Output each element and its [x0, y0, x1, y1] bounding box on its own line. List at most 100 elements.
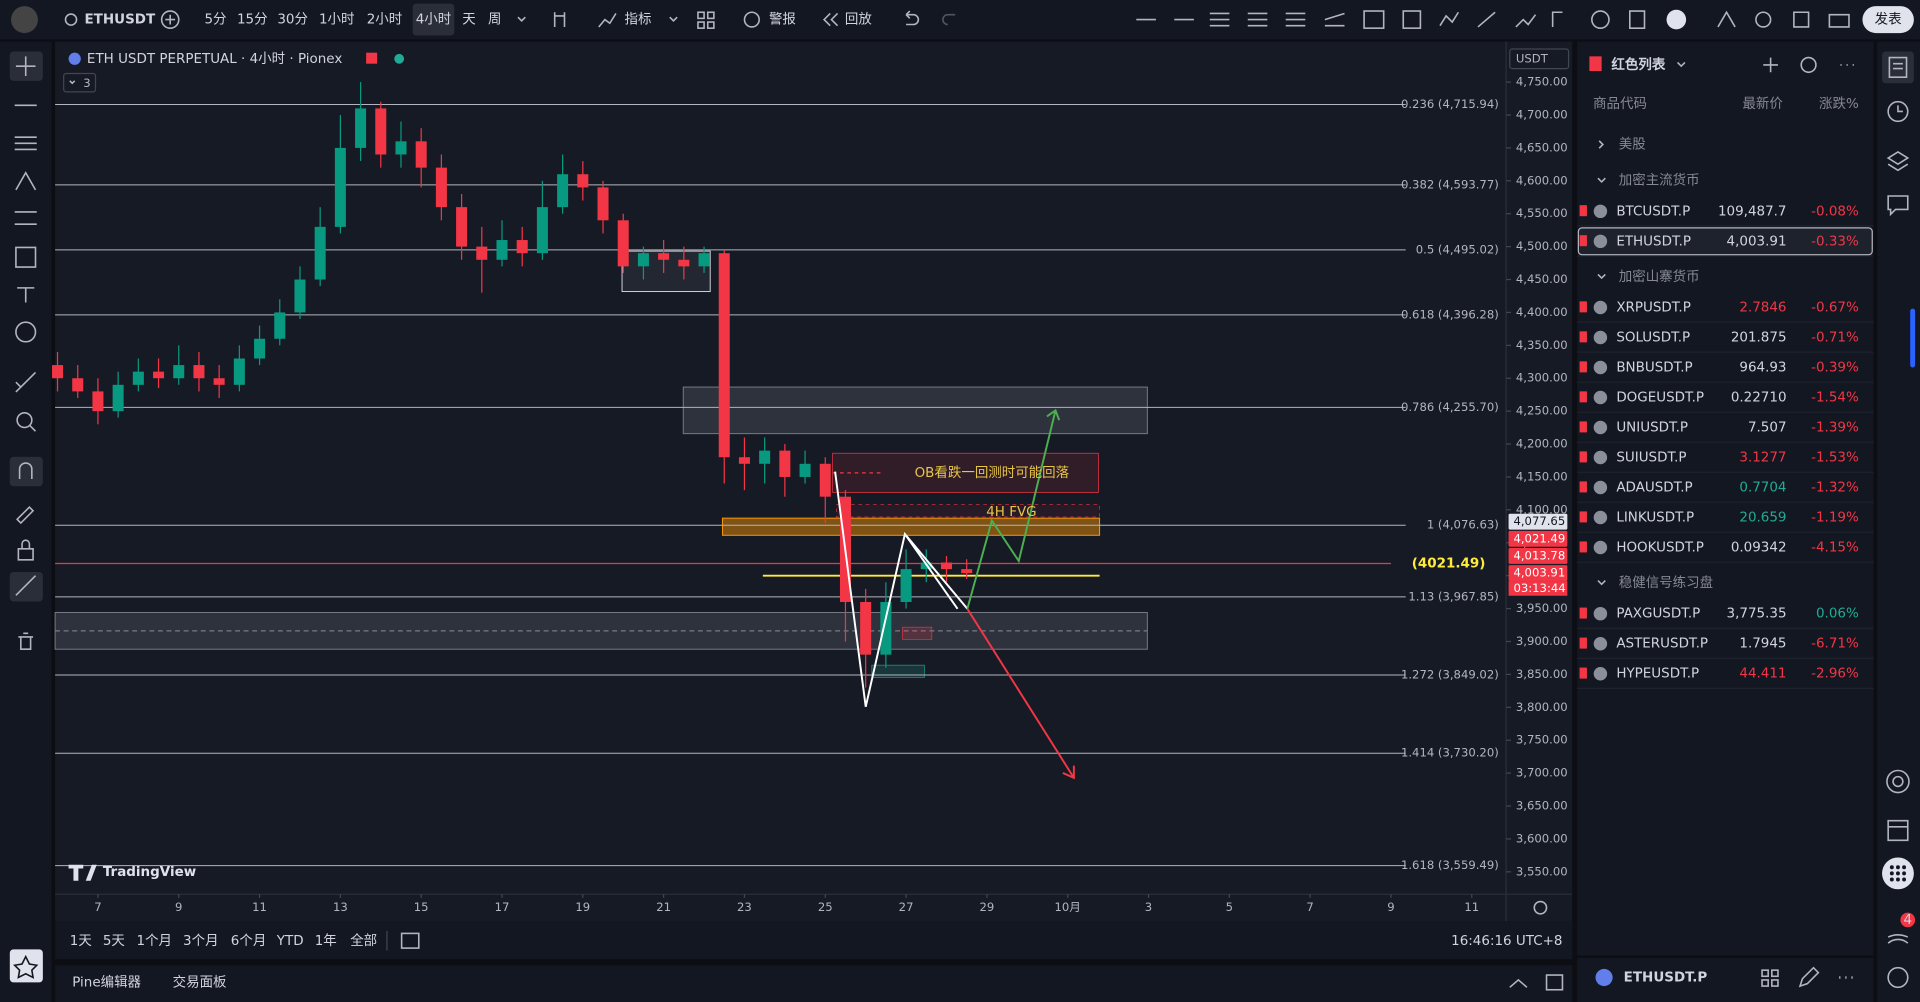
- symbol[interactable]: DOGEUSDT.P: [1616, 389, 1704, 405]
- price: 44.411: [1739, 666, 1786, 682]
- undo[interactable]: [905, 10, 920, 26]
- range-button[interactable]: 1个月: [137, 933, 173, 949]
- price: 20.659: [1739, 510, 1786, 526]
- symbol[interactable]: PAXGUSDT.P: [1616, 606, 1700, 622]
- profile-badge[interactable]: [1666, 9, 1687, 30]
- settings-icon[interactable]: [1533, 900, 1548, 915]
- avatar[interactable]: [11, 6, 38, 34]
- flag[interactable]: [366, 52, 378, 64]
- symbol[interactable]: LINKUSDT.P: [1616, 510, 1694, 526]
- trading-panel[interactable]: 交易面板: [173, 973, 227, 990]
- resistance-zone: [682, 386, 1148, 435]
- range-button[interactable]: 1天: [70, 933, 92, 949]
- countdown: 03:13:44: [1513, 581, 1565, 595]
- group-toggle[interactable]: [1597, 177, 1606, 184]
- alert[interactable]: 警报: [769, 12, 796, 28]
- group-name[interactable]: 加密主流货币: [1619, 172, 1700, 189]
- column-header: 最新价: [1742, 96, 1783, 112]
- indicators-dropdown[interactable]: [669, 16, 678, 22]
- bottom-panel: [55, 965, 1573, 1002]
- fib-label: 0.618 (4,396.28): [1401, 307, 1499, 321]
- replay-icon: [822, 12, 839, 27]
- range-button[interactable]: 3个月: [183, 933, 219, 949]
- change: -6.71%: [1811, 636, 1859, 652]
- currency-select[interactable]: [1509, 48, 1570, 70]
- interval[interactable]: 1小时: [319, 12, 355, 28]
- date-range-icon[interactable]: [400, 932, 420, 949]
- y-tick-label: 4,200.00: [1516, 437, 1568, 451]
- row-flag: [1579, 637, 1587, 649]
- symbol[interactable]: SUIUSDT.P: [1616, 450, 1686, 466]
- y-tick-label: 3,800.00: [1516, 700, 1568, 714]
- publish[interactable]: 发表: [1875, 12, 1902, 28]
- range-button[interactable]: 6个月: [231, 933, 267, 949]
- row-flag: [1579, 607, 1587, 619]
- notification-badge: [1900, 912, 1916, 928]
- symbol[interactable]: BTCUSDT.P: [1616, 203, 1690, 219]
- symbol[interactable]: ETHUSDT: [84, 12, 155, 28]
- compare-button[interactable]: [160, 10, 180, 29]
- symbol[interactable]: ETHUSDT.P: [1616, 233, 1691, 249]
- price: 109,487.7: [1718, 203, 1787, 219]
- chart-type[interactable]: [553, 12, 566, 27]
- redo[interactable]: [942, 13, 956, 26]
- symbol[interactable]: ADAUSDT.P: [1616, 480, 1692, 496]
- add-symbol[interactable]: [1763, 57, 1778, 73]
- symbol[interactable]: HOOKUSDT.P: [1616, 540, 1704, 556]
- interval-dropdown[interactable]: [517, 16, 526, 22]
- group-name[interactable]: 稳健信号练习盘: [1619, 574, 1713, 591]
- currency[interactable]: USDT: [1516, 51, 1549, 65]
- price-tag-label: 4,077.65: [1513, 514, 1565, 528]
- range-button[interactable]: 全部: [350, 932, 377, 949]
- y-tick-label: 4,350.00: [1516, 338, 1568, 352]
- interval[interactable]: 4小时: [416, 12, 452, 28]
- symbol[interactable]: ASTERUSDT.P: [1616, 636, 1708, 652]
- indicator-toggle[interactable]: [63, 72, 97, 93]
- group-toggle[interactable]: [1597, 273, 1606, 280]
- interval[interactable]: 30分: [277, 12, 308, 28]
- bull-arrow: [966, 408, 1061, 610]
- x-tick-label: 17: [495, 900, 510, 914]
- pine-editor[interactable]: Pine编辑器: [72, 974, 141, 990]
- collapse-panel[interactable]: [1509, 978, 1528, 988]
- symbol[interactable]: SOLUSDT.P: [1616, 329, 1690, 345]
- watchlist-panel: [1577, 41, 1874, 956]
- x-tick-label: 23: [737, 900, 752, 914]
- change: -1.39%: [1811, 420, 1859, 436]
- group-name[interactable]: 美股: [1619, 137, 1646, 153]
- interval[interactable]: 5分: [204, 12, 226, 28]
- change: -0.39%: [1811, 359, 1859, 375]
- layout-icon[interactable]: [697, 11, 705, 20]
- indicators[interactable]: 指标: [624, 12, 651, 28]
- group-toggle[interactable]: [1597, 580, 1606, 586]
- active-symbol[interactable]: ETHUSDT.P: [1624, 969, 1708, 985]
- candle-body: [940, 562, 952, 570]
- intervals: 5分 15分 30分 1小时 2小时 4小时天周: [204, 12, 501, 28]
- group-name[interactable]: 加密山寨货币: [1619, 268, 1700, 285]
- interval[interactable]: 2小时: [367, 12, 403, 28]
- interval[interactable]: 15分: [237, 12, 268, 28]
- maximize-panel[interactable]: [1545, 974, 1564, 991]
- range-button[interactable]: 1年: [315, 933, 337, 949]
- scrollbar[interactable]: [1910, 308, 1916, 368]
- symbol[interactable]: UNIUSDT.P: [1616, 420, 1688, 436]
- interval[interactable]: 天: [462, 12, 475, 28]
- candle-body: [779, 450, 791, 477]
- publish-button[interactable]: [1862, 6, 1914, 34]
- interval[interactable]: 周: [488, 12, 501, 28]
- symbol[interactable]: XRPUSDT.P: [1616, 299, 1691, 315]
- list-dropdown[interactable]: [1676, 61, 1686, 68]
- range-button[interactable]: 5天: [103, 933, 125, 949]
- range-button[interactable]: YTD: [276, 933, 304, 949]
- y-tick-label: 3,750.00: [1516, 733, 1568, 747]
- y-tick-label: 4,300.00: [1516, 371, 1568, 385]
- symbol[interactable]: BNBUSDT.P: [1616, 359, 1692, 375]
- list-icon[interactable]: [1800, 56, 1817, 74]
- group-toggle[interactable]: [1598, 140, 1604, 149]
- candle-body: [375, 108, 387, 155]
- replay[interactable]: 回放: [845, 12, 872, 28]
- symbol[interactable]: HYPEUSDT.P: [1616, 666, 1699, 682]
- active-interval: [412, 3, 455, 36]
- watchlist-title[interactable]: 红色列表: [1611, 56, 1665, 73]
- coin-logo: [1593, 390, 1608, 405]
